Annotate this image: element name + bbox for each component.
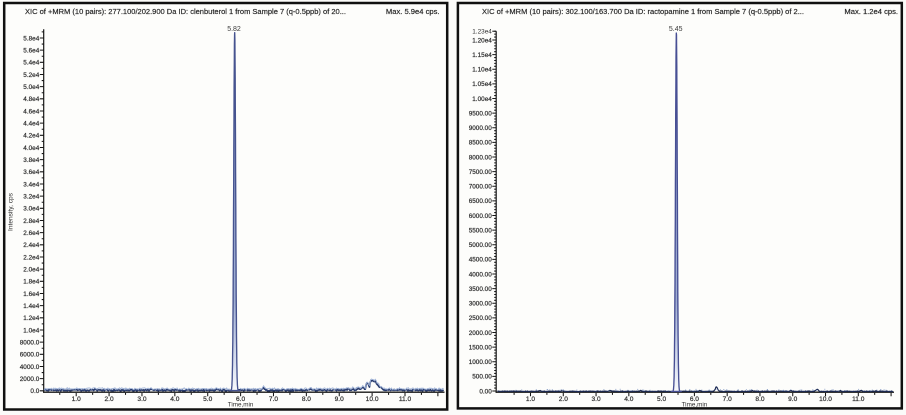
svg-text:1.00e4: 1.00e4	[472, 96, 492, 103]
svg-text:3.0e4: 3.0e4	[23, 206, 39, 213]
svg-text:6000.0: 6000.0	[20, 352, 40, 359]
svg-text:3000.00: 3000.00	[469, 301, 493, 308]
svg-text:10.0: 10.0	[366, 396, 379, 403]
svg-text:2000.00: 2000.00	[469, 330, 493, 337]
svg-text:4.0: 4.0	[170, 396, 179, 403]
svg-text:6500.00: 6500.00	[469, 198, 493, 205]
svg-text:1500.00: 1500.00	[469, 344, 493, 351]
svg-text:3.6e4: 3.6e4	[23, 169, 39, 176]
svg-text:Intensity, cps: Intensity, cps	[8, 192, 15, 231]
svg-text:5000.00: 5000.00	[469, 242, 493, 249]
svg-text:4.6e4: 4.6e4	[23, 108, 39, 115]
svg-text:3.2e4: 3.2e4	[23, 193, 39, 200]
svg-text:5.8e4: 5.8e4	[23, 35, 39, 42]
svg-text:1000.00: 1000.00	[469, 359, 493, 366]
svg-text:5.0: 5.0	[203, 396, 212, 403]
svg-text:1.4e4: 1.4e4	[23, 303, 39, 310]
svg-text:5.2e4: 5.2e4	[23, 72, 39, 79]
svg-text:4.0e4: 4.0e4	[23, 145, 39, 152]
svg-text:4.4e4: 4.4e4	[23, 120, 39, 127]
svg-text:5500.00: 5500.00	[469, 227, 493, 234]
svg-text:9.0: 9.0	[788, 396, 797, 403]
svg-text:0.0: 0.0	[30, 388, 39, 395]
svg-text:7.0: 7.0	[269, 396, 278, 403]
svg-text:1.15e4: 1.15e4	[472, 52, 492, 59]
svg-text:Time,min: Time,min	[682, 402, 708, 409]
svg-text:9000.00: 9000.00	[469, 125, 493, 132]
svg-text:4000.00: 4000.00	[469, 271, 493, 278]
svg-text:4.2e4: 4.2e4	[23, 133, 39, 140]
svg-text:10.0: 10.0	[819, 396, 832, 403]
svg-text:5.0e4: 5.0e4	[23, 84, 39, 91]
svg-text:2000.0: 2000.0	[20, 376, 40, 383]
svg-text:6.0: 6.0	[690, 396, 699, 403]
svg-text:2.0: 2.0	[105, 396, 114, 403]
svg-text:2.2e4: 2.2e4	[23, 254, 39, 261]
svg-text:4.0: 4.0	[624, 396, 633, 403]
svg-text:1.0e4: 1.0e4	[23, 327, 39, 334]
svg-text:8500.00: 8500.00	[469, 140, 493, 147]
svg-text:9500.00: 9500.00	[469, 110, 493, 117]
svg-text:2.6e4: 2.6e4	[23, 230, 39, 237]
svg-text:8.0: 8.0	[755, 396, 764, 403]
svg-text:6.0: 6.0	[236, 396, 245, 403]
svg-text:Time,min: Time,min	[228, 402, 254, 409]
svg-text:1.0: 1.0	[526, 396, 535, 403]
svg-text:7500.00: 7500.00	[469, 169, 493, 176]
svg-text:2.4e4: 2.4e4	[23, 242, 39, 249]
svg-text:2.0: 2.0	[559, 396, 568, 403]
svg-text:7.0: 7.0	[723, 396, 732, 403]
svg-text:1.8e4: 1.8e4	[23, 279, 39, 286]
svg-text:4000.0: 4000.0	[20, 364, 40, 371]
svg-text:3.0: 3.0	[137, 396, 146, 403]
svg-text:2.8e4: 2.8e4	[23, 218, 39, 225]
svg-text:3.8e4: 3.8e4	[23, 157, 39, 164]
svg-text:5.82: 5.82	[227, 26, 241, 33]
svg-text:0.00: 0.00	[479, 388, 492, 395]
svg-text:11.0: 11.0	[852, 396, 865, 403]
svg-text:1.23e4: 1.23e4	[472, 29, 492, 36]
svg-text:1.2e4: 1.2e4	[23, 315, 39, 322]
svg-text:9.0: 9.0	[335, 396, 344, 403]
svg-text:11.0: 11.0	[399, 396, 412, 403]
svg-text:4500.00: 4500.00	[469, 257, 493, 264]
svg-text:8000.00: 8000.00	[469, 154, 493, 161]
svg-text:Max. 1.2e4 cps.: Max. 1.2e4 cps.	[844, 7, 898, 16]
svg-text:Max. 5.9e4 cps.: Max. 5.9e4 cps.	[386, 7, 440, 16]
svg-text:5.6e4: 5.6e4	[23, 47, 39, 54]
svg-text:3.4e4: 3.4e4	[23, 181, 39, 188]
svg-text:5.45: 5.45	[669, 26, 683, 33]
svg-text:1.20e4: 1.20e4	[472, 37, 492, 44]
svg-text:1.10e4: 1.10e4	[472, 67, 492, 74]
svg-text:XIC of +MRM (10 pairs): 277.10: XIC of +MRM (10 pairs): 277.100/202.900 …	[25, 7, 346, 16]
svg-text:7000.00: 7000.00	[469, 184, 493, 191]
svg-text:8.0: 8.0	[302, 396, 311, 403]
svg-text:500.00: 500.00	[472, 374, 492, 381]
svg-text:XIC of +MRM (10 pairs): 302.10: XIC of +MRM (10 pairs): 302.100/163.700 …	[482, 7, 804, 16]
svg-text:6000.00: 6000.00	[469, 213, 493, 220]
svg-text:3.0: 3.0	[592, 396, 601, 403]
svg-text:1.0: 1.0	[72, 396, 81, 403]
svg-text:8000.0: 8000.0	[20, 339, 40, 346]
svg-text:5.0: 5.0	[657, 396, 666, 403]
svg-text:3500.00: 3500.00	[469, 286, 493, 293]
svg-text:4.8e4: 4.8e4	[23, 96, 39, 103]
svg-text:2.0e4: 2.0e4	[23, 266, 39, 273]
svg-text:1.6e4: 1.6e4	[23, 291, 39, 298]
svg-text:2500.00: 2500.00	[469, 315, 493, 322]
svg-text:5.4e4: 5.4e4	[23, 60, 39, 67]
svg-text:1.05e4: 1.05e4	[472, 81, 492, 88]
